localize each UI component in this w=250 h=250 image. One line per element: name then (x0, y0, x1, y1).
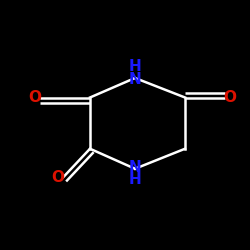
Text: O: O (224, 90, 236, 105)
Text: N: N (128, 160, 141, 175)
Text: N: N (128, 72, 141, 87)
Text: O: O (28, 90, 42, 105)
Text: O: O (51, 170, 64, 186)
Text: H: H (128, 59, 141, 74)
Text: H: H (128, 172, 141, 188)
